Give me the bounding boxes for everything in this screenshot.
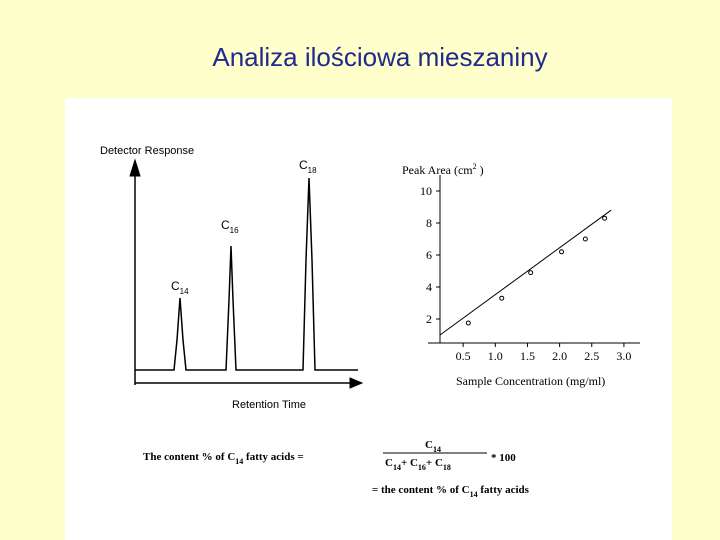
x-tick-label: 1.5 bbox=[520, 349, 535, 363]
text-part: C bbox=[385, 457, 393, 469]
text-part: 18 bbox=[443, 463, 451, 472]
formula-denominator: C14+ C16+ C18 bbox=[385, 457, 451, 472]
point bbox=[602, 215, 608, 221]
y-tick-label: 10 bbox=[420, 184, 432, 198]
text-part: 14 bbox=[235, 457, 243, 466]
peak-label: C16 bbox=[221, 218, 239, 235]
text-part: = the content % of C bbox=[372, 484, 470, 496]
arrow bbox=[349, 377, 364, 389]
text-part: C bbox=[299, 158, 308, 172]
text-part: fatty acids bbox=[478, 484, 530, 496]
peak-label: C14 bbox=[171, 279, 189, 296]
text-part: 14 bbox=[433, 445, 441, 454]
text-part: 14 bbox=[470, 490, 478, 499]
x-tick-label: 2.5 bbox=[584, 349, 599, 363]
text-part: C bbox=[221, 218, 230, 232]
formula-text: The content % of C14 fatty acids = bbox=[143, 451, 304, 466]
y-tick-label: 8 bbox=[426, 216, 432, 230]
text-part: 2 bbox=[473, 162, 477, 171]
figure-panel bbox=[65, 98, 672, 540]
x-tick-label: 3.0 bbox=[616, 349, 631, 363]
formula-text: = the content % of C14 fatty acids bbox=[372, 484, 530, 499]
axis-title: Peak Area (cm2 ) bbox=[402, 162, 484, 177]
fit-line bbox=[439, 209, 612, 336]
chromatogram bbox=[129, 158, 364, 389]
text-part: 16 bbox=[418, 463, 426, 472]
text-part: + C bbox=[401, 457, 418, 469]
text-part: The content % of C bbox=[143, 451, 235, 463]
text-part: 16 bbox=[230, 226, 239, 235]
y-tick-label: 6 bbox=[426, 248, 432, 262]
formula-factor: * 100 bbox=[491, 452, 516, 464]
text-part: fatty acids = bbox=[243, 451, 303, 463]
point bbox=[559, 249, 565, 255]
axis-title: Retention Time bbox=[232, 399, 306, 411]
peak-label: C18 bbox=[299, 158, 317, 175]
y-tick-label: 4 bbox=[426, 280, 432, 294]
point bbox=[465, 320, 471, 326]
text-part: 14 bbox=[180, 287, 189, 296]
formula-numerator: C14 bbox=[425, 439, 441, 454]
text-part: C bbox=[171, 279, 180, 293]
arrow bbox=[129, 158, 141, 177]
text-part: C bbox=[425, 439, 433, 451]
point bbox=[499, 295, 505, 301]
text-part: + C bbox=[426, 457, 443, 469]
text-part: Peak Area (cm bbox=[402, 163, 473, 177]
text-part: 18 bbox=[308, 166, 317, 175]
y-tick-label: 2 bbox=[426, 312, 432, 326]
axis-title: Sample Concentration (mg/ml) bbox=[456, 374, 605, 388]
text-part: 14 bbox=[393, 463, 401, 472]
axis-title: Detector Response bbox=[100, 145, 194, 157]
slide-title: Analiza ilościowa mieszaniny bbox=[212, 42, 547, 72]
x-tick-label: 0.5 bbox=[456, 349, 471, 363]
point bbox=[528, 270, 534, 276]
text-part: ) bbox=[477, 163, 484, 177]
signal bbox=[135, 177, 358, 371]
x-tick-label: 2.0 bbox=[552, 349, 567, 363]
x-tick-label: 1.0 bbox=[488, 349, 503, 363]
point bbox=[582, 236, 588, 242]
